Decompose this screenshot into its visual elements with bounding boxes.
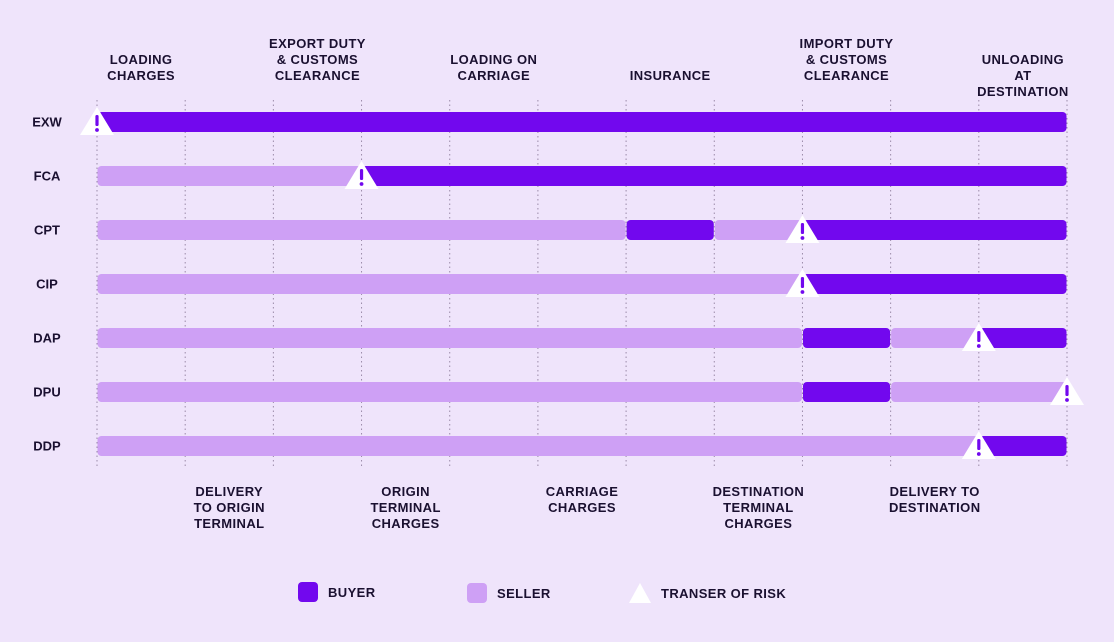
- buyer-segment: [802, 382, 891, 402]
- risk-transfer-icon: [785, 269, 820, 297]
- exclamation-bar: [977, 439, 981, 450]
- legend-buyer: BUYER: [298, 582, 376, 602]
- seller-swatch: [467, 583, 487, 603]
- seller-segment: [97, 166, 362, 186]
- stage-label: DELIVERY TO DESTINATION: [888, 484, 981, 515]
- legend-risk-label: TRANSER OF RISK: [661, 585, 787, 601]
- buyer-segment: [802, 274, 1067, 294]
- row-label-dap: DAP: [33, 330, 61, 346]
- seller-segment: [97, 382, 802, 402]
- legend-seller: SELLER: [467, 583, 551, 603]
- exclamation-dot: [359, 182, 364, 186]
- risk-transfer-icon: [785, 215, 820, 243]
- exclamation-dot: [800, 290, 805, 294]
- risk-transfer-icon: [1050, 377, 1084, 405]
- buyer-segment: [979, 328, 1067, 348]
- risk-transfer-icon: [344, 161, 379, 189]
- row-label-ddp: DDP: [33, 438, 61, 454]
- stage-label: LOADING ON CARRIAGE: [450, 52, 538, 83]
- risk-transfer-icon: [961, 323, 996, 351]
- exclamation-dot: [95, 128, 99, 132]
- buyer-segment: [802, 220, 1067, 240]
- seller-segment: [97, 436, 979, 456]
- exclamation-bar: [95, 115, 99, 126]
- seller-segment: [97, 328, 802, 348]
- seller-segment: [891, 382, 1067, 402]
- buyer-swatch: [298, 582, 318, 602]
- stage-label: IMPORT DUTY & CUSTOMS CLEARANCE: [799, 36, 894, 83]
- legend-seller-label: SELLER: [497, 585, 551, 601]
- exclamation-bar: [977, 331, 981, 342]
- stage-label: EXPORT DUTY & CUSTOMS CLEARANCE: [269, 36, 366, 83]
- warning-triangle-icon: [629, 583, 651, 603]
- stage-label: CARRIAGE CHARGES: [545, 484, 619, 515]
- buyer-segment: [979, 436, 1067, 456]
- buyer-segment: [802, 328, 891, 348]
- seller-segment: [891, 328, 979, 348]
- row-label-dpu: DPU: [33, 384, 61, 400]
- legend-risk: TRANSER OF RISK: [628, 582, 786, 604]
- seller-segment: [97, 220, 626, 240]
- stage-label: UNLOADING AT DESTINATION: [977, 52, 1069, 99]
- buyer-segment: [626, 220, 714, 240]
- row-label-fca: FCA: [33, 168, 61, 184]
- stage-label: DESTINATION TERMINAL CHARGES: [712, 484, 805, 531]
- row-label-exw: EXW: [32, 114, 62, 130]
- stage-label: INSURANCE: [629, 68, 711, 83]
- stage-label: ORIGIN TERMINAL CHARGES: [370, 484, 441, 531]
- stage-label: LOADING CHARGES: [107, 52, 175, 83]
- stage-label: DELIVERY TO ORIGIN TERMINAL: [193, 484, 265, 531]
- exclamation-bar: [800, 223, 805, 234]
- exclamation-bar: [800, 277, 805, 288]
- seller-segment: [97, 274, 802, 294]
- exclamation-dot: [976, 452, 981, 456]
- exclamation-bar: [1065, 385, 1069, 396]
- risk-transfer-icon: [80, 107, 114, 135]
- exclamation-bar: [359, 169, 364, 180]
- row-label-cip: CIP: [36, 276, 58, 292]
- row-label-cpt: CPT: [34, 222, 60, 238]
- seller-segment: [714, 220, 802, 240]
- risk-transfer-icon: [961, 431, 996, 459]
- exclamation-dot: [800, 236, 805, 240]
- exclamation-dot: [976, 344, 981, 348]
- legend-buyer-label: BUYER: [328, 584, 376, 600]
- exclamation-dot: [1065, 398, 1069, 402]
- buyer-segment: [362, 166, 1067, 186]
- buyer-segment: [97, 112, 1067, 132]
